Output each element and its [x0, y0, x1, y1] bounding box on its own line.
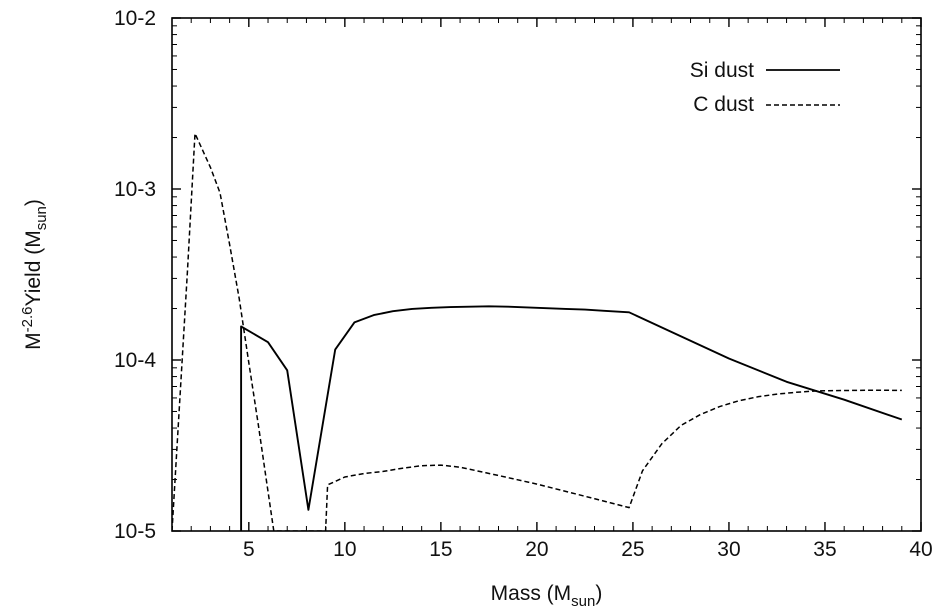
y-axis-title-subscript: sun	[33, 206, 50, 230]
y-tick-labels: 10-5 10-4 10-3 10-2	[114, 7, 156, 543]
x-tick-label: 35	[813, 538, 836, 561]
x-tick-label: 40	[909, 538, 932, 561]
y-tick-label: 10-3	[114, 178, 156, 201]
x-axis-title-subscript: sun	[571, 593, 595, 610]
x-tick-label: 15	[429, 538, 452, 561]
x-tick-label: 10	[333, 538, 356, 561]
legend-label-si-dust: Si dust	[690, 59, 754, 82]
legend-label-c-dust: C dust	[693, 93, 754, 116]
legend: Si dust C dust	[690, 59, 840, 116]
x-tick-label: 30	[717, 538, 740, 561]
x-tick-label: 25	[621, 538, 644, 561]
y-axis-title-mid: Yield (M	[22, 230, 45, 306]
x-tick-label: 5	[243, 538, 255, 561]
series-line-si-dust	[240, 305, 903, 531]
series-layer	[172, 132, 903, 531]
y-axis-title-text: M	[22, 332, 45, 350]
y-axis-title-tail: )	[22, 199, 45, 206]
x-tick-label: 20	[525, 538, 548, 561]
series-line-c-dust	[172, 132, 902, 531]
y-axis-title-superscript: -2.6	[19, 307, 36, 333]
tick-marks	[171, 17, 922, 532]
y-tick-label: 10-5	[114, 520, 156, 543]
y-tick-label: 10-4	[114, 349, 156, 372]
x-axis-title: Mass (Msun)	[491, 582, 603, 610]
x-axis-title-tail: )	[595, 582, 602, 605]
y-tick-label: 10-2	[114, 7, 156, 30]
plot-frame	[171, 17, 922, 532]
y-axis-title: M-2.6Yield (Msun)	[19, 199, 50, 350]
x-tick-labels: 5 10 15 20 25 30 35 40	[243, 538, 933, 561]
x-axis-title-text: Mass (M	[491, 582, 572, 605]
